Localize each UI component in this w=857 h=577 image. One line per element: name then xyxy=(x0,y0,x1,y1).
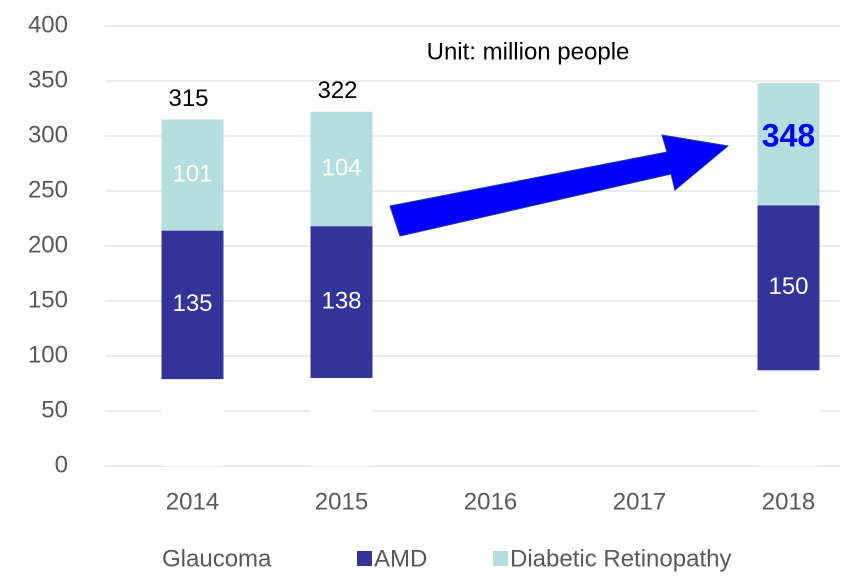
legend-swatch xyxy=(357,551,372,566)
x-tick-label: 2017 xyxy=(613,488,666,515)
bar-segment xyxy=(757,370,820,466)
bar-segment xyxy=(310,378,373,466)
bar-segment xyxy=(310,111,373,227)
y-tick-label: 150 xyxy=(28,286,68,313)
value-label: 138 xyxy=(321,287,361,314)
y-tick-label: 400 xyxy=(28,11,68,38)
annotation: Unit: million people xyxy=(427,38,630,65)
bar-segment xyxy=(161,119,224,231)
bar-segment xyxy=(757,83,820,206)
total-label: 348 xyxy=(762,118,815,154)
y-tick-label: 100 xyxy=(28,341,68,368)
value-label: 101 xyxy=(172,160,212,187)
value-label: 135 xyxy=(172,290,212,317)
total-label: 322 xyxy=(317,77,357,104)
legend-label: Glaucoma xyxy=(162,545,272,572)
y-tick-label: 200 xyxy=(28,231,68,258)
bar-segment xyxy=(161,230,224,380)
x-tick-label: 2016 xyxy=(464,488,517,515)
bar-segment xyxy=(161,379,224,466)
legend-swatch xyxy=(493,551,508,566)
x-tick-label: 2014 xyxy=(166,488,219,515)
total-label: 315 xyxy=(168,85,208,112)
x-tick-label: 2015 xyxy=(315,488,368,515)
legend-label: Diabetic Retinopathy xyxy=(510,545,731,572)
bar-segment xyxy=(757,205,820,371)
y-tick-label: 50 xyxy=(41,396,68,423)
bar-segment xyxy=(310,226,373,378)
y-tick-label: 300 xyxy=(28,121,68,148)
y-tick-label: 0 xyxy=(55,451,68,478)
legend-label: AMD xyxy=(374,545,427,572)
value-label: 150 xyxy=(768,273,808,300)
y-tick-label: 350 xyxy=(28,66,68,93)
trend-arrow xyxy=(389,134,730,237)
legend-swatch xyxy=(145,551,160,566)
y-tick-label: 250 xyxy=(28,176,68,203)
x-tick-label: 2018 xyxy=(762,488,815,515)
value-label: 104 xyxy=(321,154,361,181)
